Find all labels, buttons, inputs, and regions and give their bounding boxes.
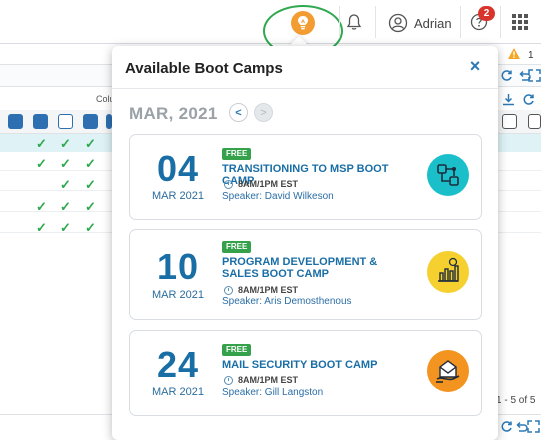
column-label: Colu xyxy=(96,94,115,104)
header-divider xyxy=(460,6,461,38)
check-icon: ✓ xyxy=(85,136,96,151)
camp-card[interactable]: 24 MAR 2021 FREE MAIL SECURITY BOOT CAMP… xyxy=(129,330,482,416)
header-divider xyxy=(375,6,376,38)
check-icon: ✓ xyxy=(85,156,96,171)
camp-time-text: 8AM/1PM EST xyxy=(238,285,299,295)
camp-speaker: Speaker: Aris Demosthenous xyxy=(222,296,352,307)
pager-text: 1 - 5 of 5 xyxy=(496,395,536,406)
free-badge: FREE xyxy=(222,241,252,253)
camp-time: 8AM/1PM EST xyxy=(224,285,298,295)
undo-icon[interactable] xyxy=(518,69,531,82)
user-name: Adrian xyxy=(414,15,452,31)
check-icon: ✓ xyxy=(60,177,71,192)
camp-time-text: 8AM/1PM EST xyxy=(238,375,299,385)
camp-speaker: Speaker: David Wilkeson xyxy=(222,191,334,202)
column-icon[interactable] xyxy=(528,114,541,129)
panel-divider xyxy=(112,88,498,89)
sales-chart-icon xyxy=(427,251,469,293)
month-label: MAR, 2021 xyxy=(129,104,218,123)
camp-month-year: MAR 2021 xyxy=(152,190,204,202)
column-icon[interactable] xyxy=(502,114,517,129)
camp-month-year: MAR 2021 xyxy=(152,289,204,301)
header-divider xyxy=(339,6,340,38)
camp-time: 8AM/1PM EST xyxy=(224,179,298,189)
header-divider xyxy=(500,6,501,38)
refresh-icon[interactable] xyxy=(500,420,513,433)
column-icon[interactable] xyxy=(33,114,48,129)
apps-grid-icon[interactable] xyxy=(512,14,528,30)
check-icon: ✓ xyxy=(60,136,71,151)
lightbulb-icon[interactable] xyxy=(291,11,315,35)
camp-day: 10 xyxy=(156,246,200,287)
camp-title-link[interactable]: PROGRAM DEVELOPMENT & SALES BOOT CAMP xyxy=(222,256,378,280)
refresh-icon[interactable] xyxy=(500,69,513,82)
clock-icon xyxy=(224,179,233,189)
undo-icon[interactable] xyxy=(515,420,528,433)
prev-month-button[interactable]: < xyxy=(229,103,248,122)
camp-time: 8AM/1PM EST xyxy=(224,375,298,385)
free-badge: FREE xyxy=(222,148,252,160)
check-icon: ✓ xyxy=(60,199,71,214)
panel-title: Available Boot Camps xyxy=(125,60,283,77)
free-badge: FREE xyxy=(222,344,252,356)
expand-icon[interactable] xyxy=(527,420,540,433)
column-icon[interactable] xyxy=(106,114,112,129)
check-icon: ✓ xyxy=(60,220,71,235)
check-icon: ✓ xyxy=(85,177,96,192)
boot-camps-panel: Available Boot Camps × MAR, 2021 < > 04 … xyxy=(112,46,498,440)
check-icon: ✓ xyxy=(36,199,47,214)
check-icon: ✓ xyxy=(85,220,96,235)
clock-icon xyxy=(224,375,233,385)
close-button[interactable]: × xyxy=(469,56,481,76)
camp-time-text: 8AM/1PM EST xyxy=(238,179,299,189)
bell-icon[interactable] xyxy=(346,13,362,36)
process-flow-icon xyxy=(427,154,469,196)
check-icon: ✓ xyxy=(36,156,47,171)
user-menu[interactable]: Adrian xyxy=(388,12,452,34)
camp-month-year: MAR 2021 xyxy=(152,386,204,398)
check-icon: ✓ xyxy=(36,136,47,151)
camp-card[interactable]: 10 MAR 2021 FREE PROGRAM DEVELOPMENT & S… xyxy=(129,229,482,320)
warning-icon[interactable] xyxy=(507,47,521,65)
next-month-button[interactable]: > xyxy=(254,103,273,122)
secure-mail-icon xyxy=(427,350,469,392)
reload-icon[interactable] xyxy=(522,93,535,106)
notification-badge: 2 xyxy=(478,6,495,21)
camp-title-link[interactable]: MAIL SECURITY BOOT CAMP xyxy=(222,359,378,371)
clock-icon xyxy=(224,285,233,295)
column-icon[interactable] xyxy=(58,114,73,129)
camp-speaker: Speaker: Gill Langston xyxy=(222,387,324,398)
column-icon[interactable] xyxy=(83,114,98,129)
camp-day: 04 xyxy=(156,148,200,189)
column-icon[interactable] xyxy=(8,114,23,129)
check-icon: ✓ xyxy=(36,220,47,235)
camp-card[interactable]: 04 MAR 2021 FREE TRANSITIONING TO MSP BO… xyxy=(129,134,482,220)
download-icon[interactable] xyxy=(502,93,515,106)
expand-icon[interactable] xyxy=(528,69,541,82)
check-icon: ✓ xyxy=(85,199,96,214)
user-icon xyxy=(388,13,408,33)
warning-count: 1 xyxy=(528,50,534,61)
camp-day: 24 xyxy=(156,344,200,385)
check-icon: ✓ xyxy=(60,156,71,171)
